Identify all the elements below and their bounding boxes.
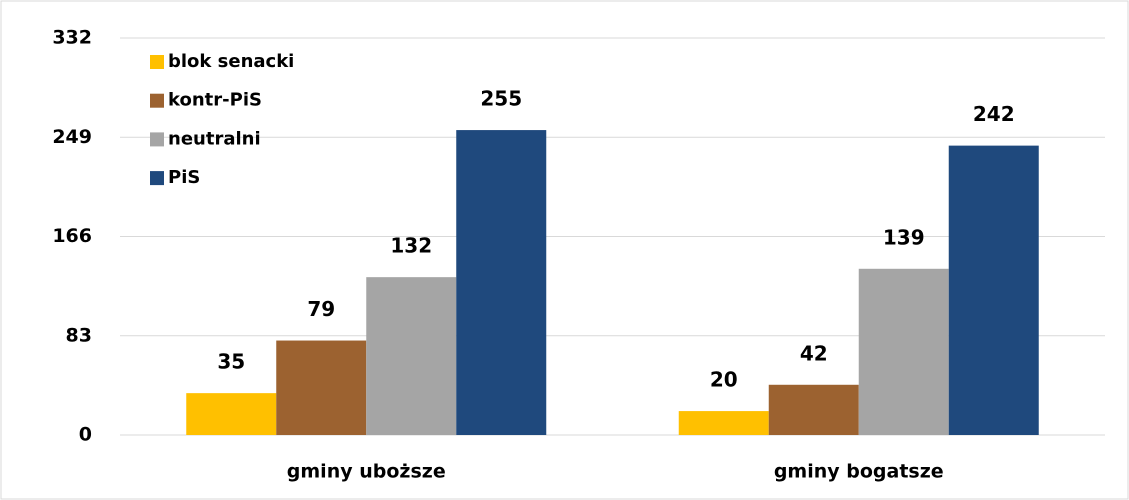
legend-swatch bbox=[150, 93, 164, 108]
data-label: 132 bbox=[390, 234, 432, 258]
bar bbox=[678, 411, 769, 435]
legend-swatch bbox=[150, 171, 164, 186]
data-label: 255 bbox=[480, 87, 522, 111]
data-label: 20 bbox=[710, 368, 738, 392]
legend-label: kontr-PiS bbox=[168, 90, 262, 111]
y-tick-label: 166 bbox=[52, 225, 92, 247]
bar bbox=[276, 340, 367, 435]
bar bbox=[768, 384, 859, 435]
data-label: 79 bbox=[307, 297, 335, 321]
y-tick-label: 332 bbox=[52, 27, 92, 49]
bar bbox=[186, 393, 277, 435]
data-label: 35 bbox=[217, 350, 245, 374]
bar bbox=[948, 145, 1039, 435]
bar bbox=[456, 130, 547, 435]
legend-label: neutralni bbox=[168, 128, 261, 149]
legend-swatch bbox=[150, 55, 164, 69]
bar bbox=[858, 268, 949, 435]
x-tick-label: gminy bogatsze bbox=[774, 461, 944, 483]
y-tick-label: 0 bbox=[79, 424, 92, 446]
y-tick-label: 249 bbox=[52, 126, 92, 148]
legend-label: PiS bbox=[168, 167, 200, 188]
data-label: 242 bbox=[973, 102, 1015, 126]
data-label: 42 bbox=[800, 341, 828, 365]
y-tick-label: 83 bbox=[66, 324, 92, 346]
x-tick-label: gminy uboższe bbox=[287, 461, 446, 483]
bar bbox=[366, 277, 457, 435]
legend-label: blok senacki bbox=[168, 51, 294, 72]
legend-swatch bbox=[150, 132, 164, 147]
data-label: 139 bbox=[883, 225, 925, 249]
